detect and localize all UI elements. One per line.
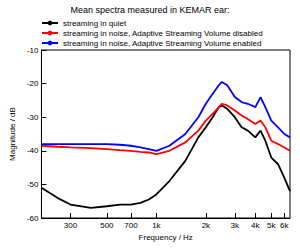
svg-text:-50: -50	[27, 180, 39, 189]
svg-text:-10: -10	[27, 46, 39, 55]
svg-text:3k: 3k	[231, 221, 240, 230]
svg-text:Frequency / Hz: Frequency / Hz	[139, 233, 193, 242]
svg-text:-40: -40	[27, 146, 39, 155]
svg-text:2k: 2k	[202, 221, 211, 230]
svg-text:streaming in quiet: streaming in quiet	[63, 19, 127, 28]
svg-text:700: 700	[124, 221, 138, 230]
svg-text:-20: -20	[27, 79, 39, 88]
svg-text:-60: -60	[27, 214, 39, 223]
svg-text:300: 300	[64, 221, 78, 230]
svg-text:streaming in noise, Adaptive S: streaming in noise, Adaptive Streaming V…	[63, 29, 263, 38]
svg-text:6k: 6k	[280, 221, 289, 230]
svg-text:Mean spectra measured in KEMAR: Mean spectra measured in KEMAR ear:	[70, 5, 229, 15]
svg-text:streaming in noise, Adaptive S: streaming in noise, Adaptive Streaming V…	[63, 39, 261, 48]
svg-text:1k: 1k	[152, 221, 161, 230]
svg-text:-30: -30	[27, 113, 39, 122]
svg-text:5k: 5k	[267, 221, 276, 230]
svg-text:500: 500	[100, 221, 114, 230]
svg-text:4k: 4k	[251, 221, 260, 230]
svg-text:Magnitude / dB: Magnitude / dB	[8, 107, 17, 161]
